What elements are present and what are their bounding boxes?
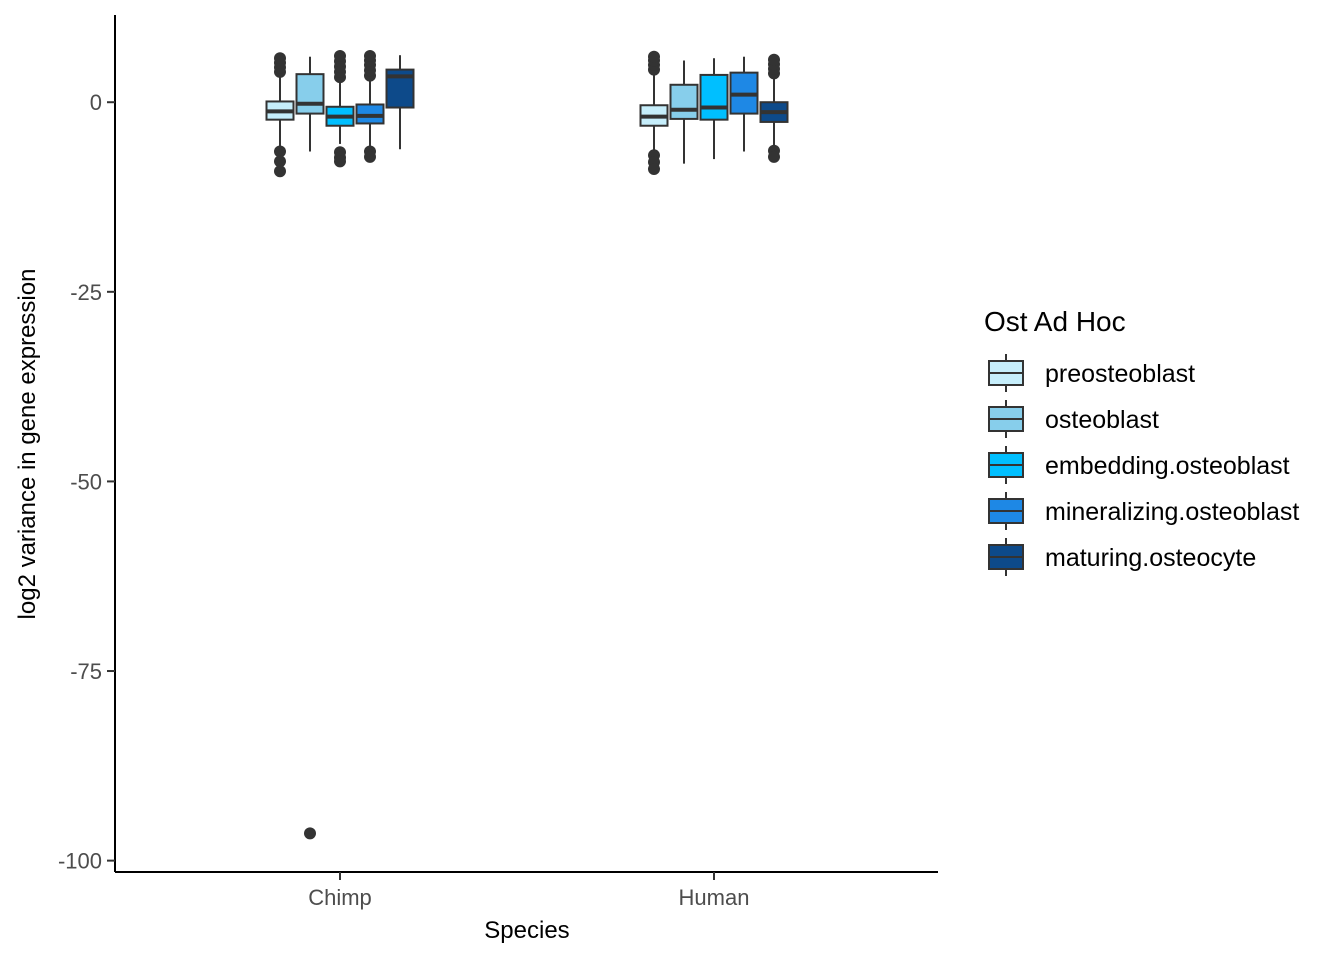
outlier-point	[334, 49, 346, 62]
y-tick-label: -50	[70, 469, 102, 494]
box-iqr	[295, 73, 325, 115]
legend-label: mineralizing.osteoblast	[1045, 498, 1299, 526]
box-maturing.osteocyte-chimp	[385, 55, 415, 150]
legend-title: Ost Ad Hoc	[984, 306, 1126, 337]
y-tick-label: 0	[90, 90, 102, 115]
box-embedding.osteoblast-chimp	[325, 49, 355, 168]
box-iqr	[669, 83, 699, 120]
box-iqr	[699, 73, 729, 121]
y-axis-title: log2 variance in gene expression	[14, 269, 41, 620]
outlier-point	[364, 49, 376, 62]
legend-item-mineralizing.osteoblast: mineralizing.osteoblast	[988, 492, 1299, 530]
box-embedding.osteoblast-human	[699, 58, 729, 160]
axes: 0 -25 -50 -75 -100 Chimp Human	[58, 15, 938, 910]
outlier-point	[648, 50, 660, 63]
box-preosteoblast-human	[639, 50, 669, 175]
y-tick-label: -75	[70, 659, 102, 684]
y-tick-label: -25	[70, 280, 102, 305]
outlier-point	[304, 827, 316, 840]
x-axis-title: Species	[484, 917, 569, 944]
box-osteoblast-human	[669, 60, 699, 164]
outlier-point	[768, 150, 780, 163]
box-mineralizing.osteoblast-chimp	[355, 49, 385, 163]
legend-label: maturing.osteocyte	[1045, 544, 1256, 572]
legend-label: embedding.osteoblast	[1045, 452, 1290, 480]
plot-panel	[265, 49, 789, 840]
outlier-point	[768, 53, 780, 66]
legend-item-embedding.osteoblast: embedding.osteoblast	[988, 446, 1290, 484]
box-maturing.osteocyte-human	[759, 53, 789, 163]
outlier-point	[334, 155, 346, 168]
outlier-point	[648, 162, 660, 175]
box-osteoblast-chimp	[295, 56, 325, 840]
legend-item-preosteoblast: preosteoblast	[988, 354, 1195, 392]
outlier-point	[274, 52, 286, 65]
x-tick-label: Chimp	[308, 885, 372, 910]
legend-item-osteoblast: osteoblast	[988, 400, 1159, 438]
outlier-point	[364, 150, 376, 163]
box-preosteoblast-chimp	[265, 52, 295, 178]
outlier-point	[274, 145, 286, 158]
legend: Ost Ad Hoc preosteoblast osteoblast embedd…	[984, 306, 1299, 576]
legend-label: preosteoblast	[1045, 360, 1195, 388]
y-tick-label: -100	[58, 849, 102, 874]
outlier-point	[274, 155, 286, 168]
legend-label: osteoblast	[1045, 406, 1159, 434]
x-tick-label: Human	[679, 885, 750, 910]
outlier-point	[274, 165, 286, 178]
legend-item-maturing.osteocyte: maturing.osteocyte	[988, 538, 1256, 576]
box-mineralizing.osteoblast-human	[729, 56, 759, 152]
